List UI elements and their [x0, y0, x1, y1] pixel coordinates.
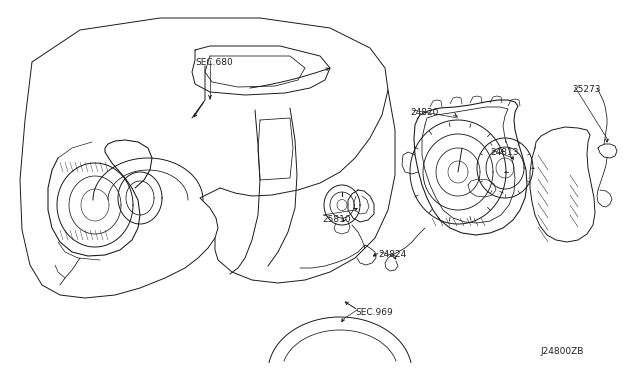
- Text: 25273: 25273: [572, 85, 600, 94]
- Text: 25810: 25810: [322, 215, 351, 224]
- Text: SEC.680: SEC.680: [195, 58, 233, 67]
- Text: SEC.969: SEC.969: [355, 308, 393, 317]
- Text: 24820: 24820: [410, 108, 438, 117]
- Text: 24813: 24813: [490, 148, 518, 157]
- Text: 24824: 24824: [378, 250, 406, 259]
- Text: J24800ZB: J24800ZB: [540, 347, 584, 356]
